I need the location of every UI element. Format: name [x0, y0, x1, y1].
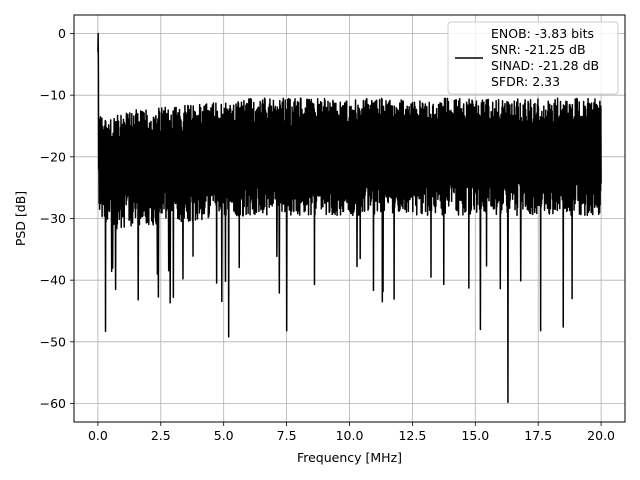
- x-tick-label: 10.0: [336, 428, 364, 443]
- y-tick-label: −40: [40, 273, 66, 288]
- x-tick-label: 17.5: [524, 428, 552, 443]
- y-axis-ticks: 0 −10 −20 −30 −40 −50 −60: [40, 26, 74, 411]
- legend: ENOB: -3.83 bits SNR: -21.25 dB SINAD: -…: [447, 21, 619, 95]
- y-tick-label: −20: [40, 149, 66, 164]
- x-axis-label: Frequency [MHz]: [297, 450, 402, 465]
- y-tick-label: −10: [40, 88, 66, 103]
- x-tick-label: 5.0: [214, 428, 234, 443]
- y-tick-label: −50: [40, 334, 66, 349]
- x-tick-label: 15.0: [461, 428, 489, 443]
- x-tick-label: 12.5: [398, 428, 426, 443]
- x-axis-ticks: 0.0 2.5 5.0 7.5 10.0 12.5 15.0 17.5 20.0: [88, 422, 615, 443]
- x-tick-label: 20.0: [587, 428, 615, 443]
- x-tick-label: 2.5: [151, 428, 171, 443]
- plot-area: [97, 32, 602, 404]
- y-tick-label: −30: [40, 211, 66, 226]
- y-axis-label: PSD [dB]: [13, 191, 28, 246]
- x-tick-label: 7.5: [277, 428, 297, 443]
- legend-sfdr: SFDR: 2.33: [491, 74, 560, 89]
- legend-snr: SNR: -21.25 dB: [491, 42, 586, 57]
- legend-box: [447, 21, 619, 95]
- legend-enob: ENOB: -3.83 bits: [491, 26, 594, 41]
- y-tick-label: 0: [58, 26, 66, 41]
- psd-series-line: [97, 32, 602, 404]
- x-tick-label: 0.0: [88, 428, 108, 443]
- legend-sinad: SINAD: -21.28 dB: [491, 58, 599, 73]
- y-tick-label: −60: [40, 396, 66, 411]
